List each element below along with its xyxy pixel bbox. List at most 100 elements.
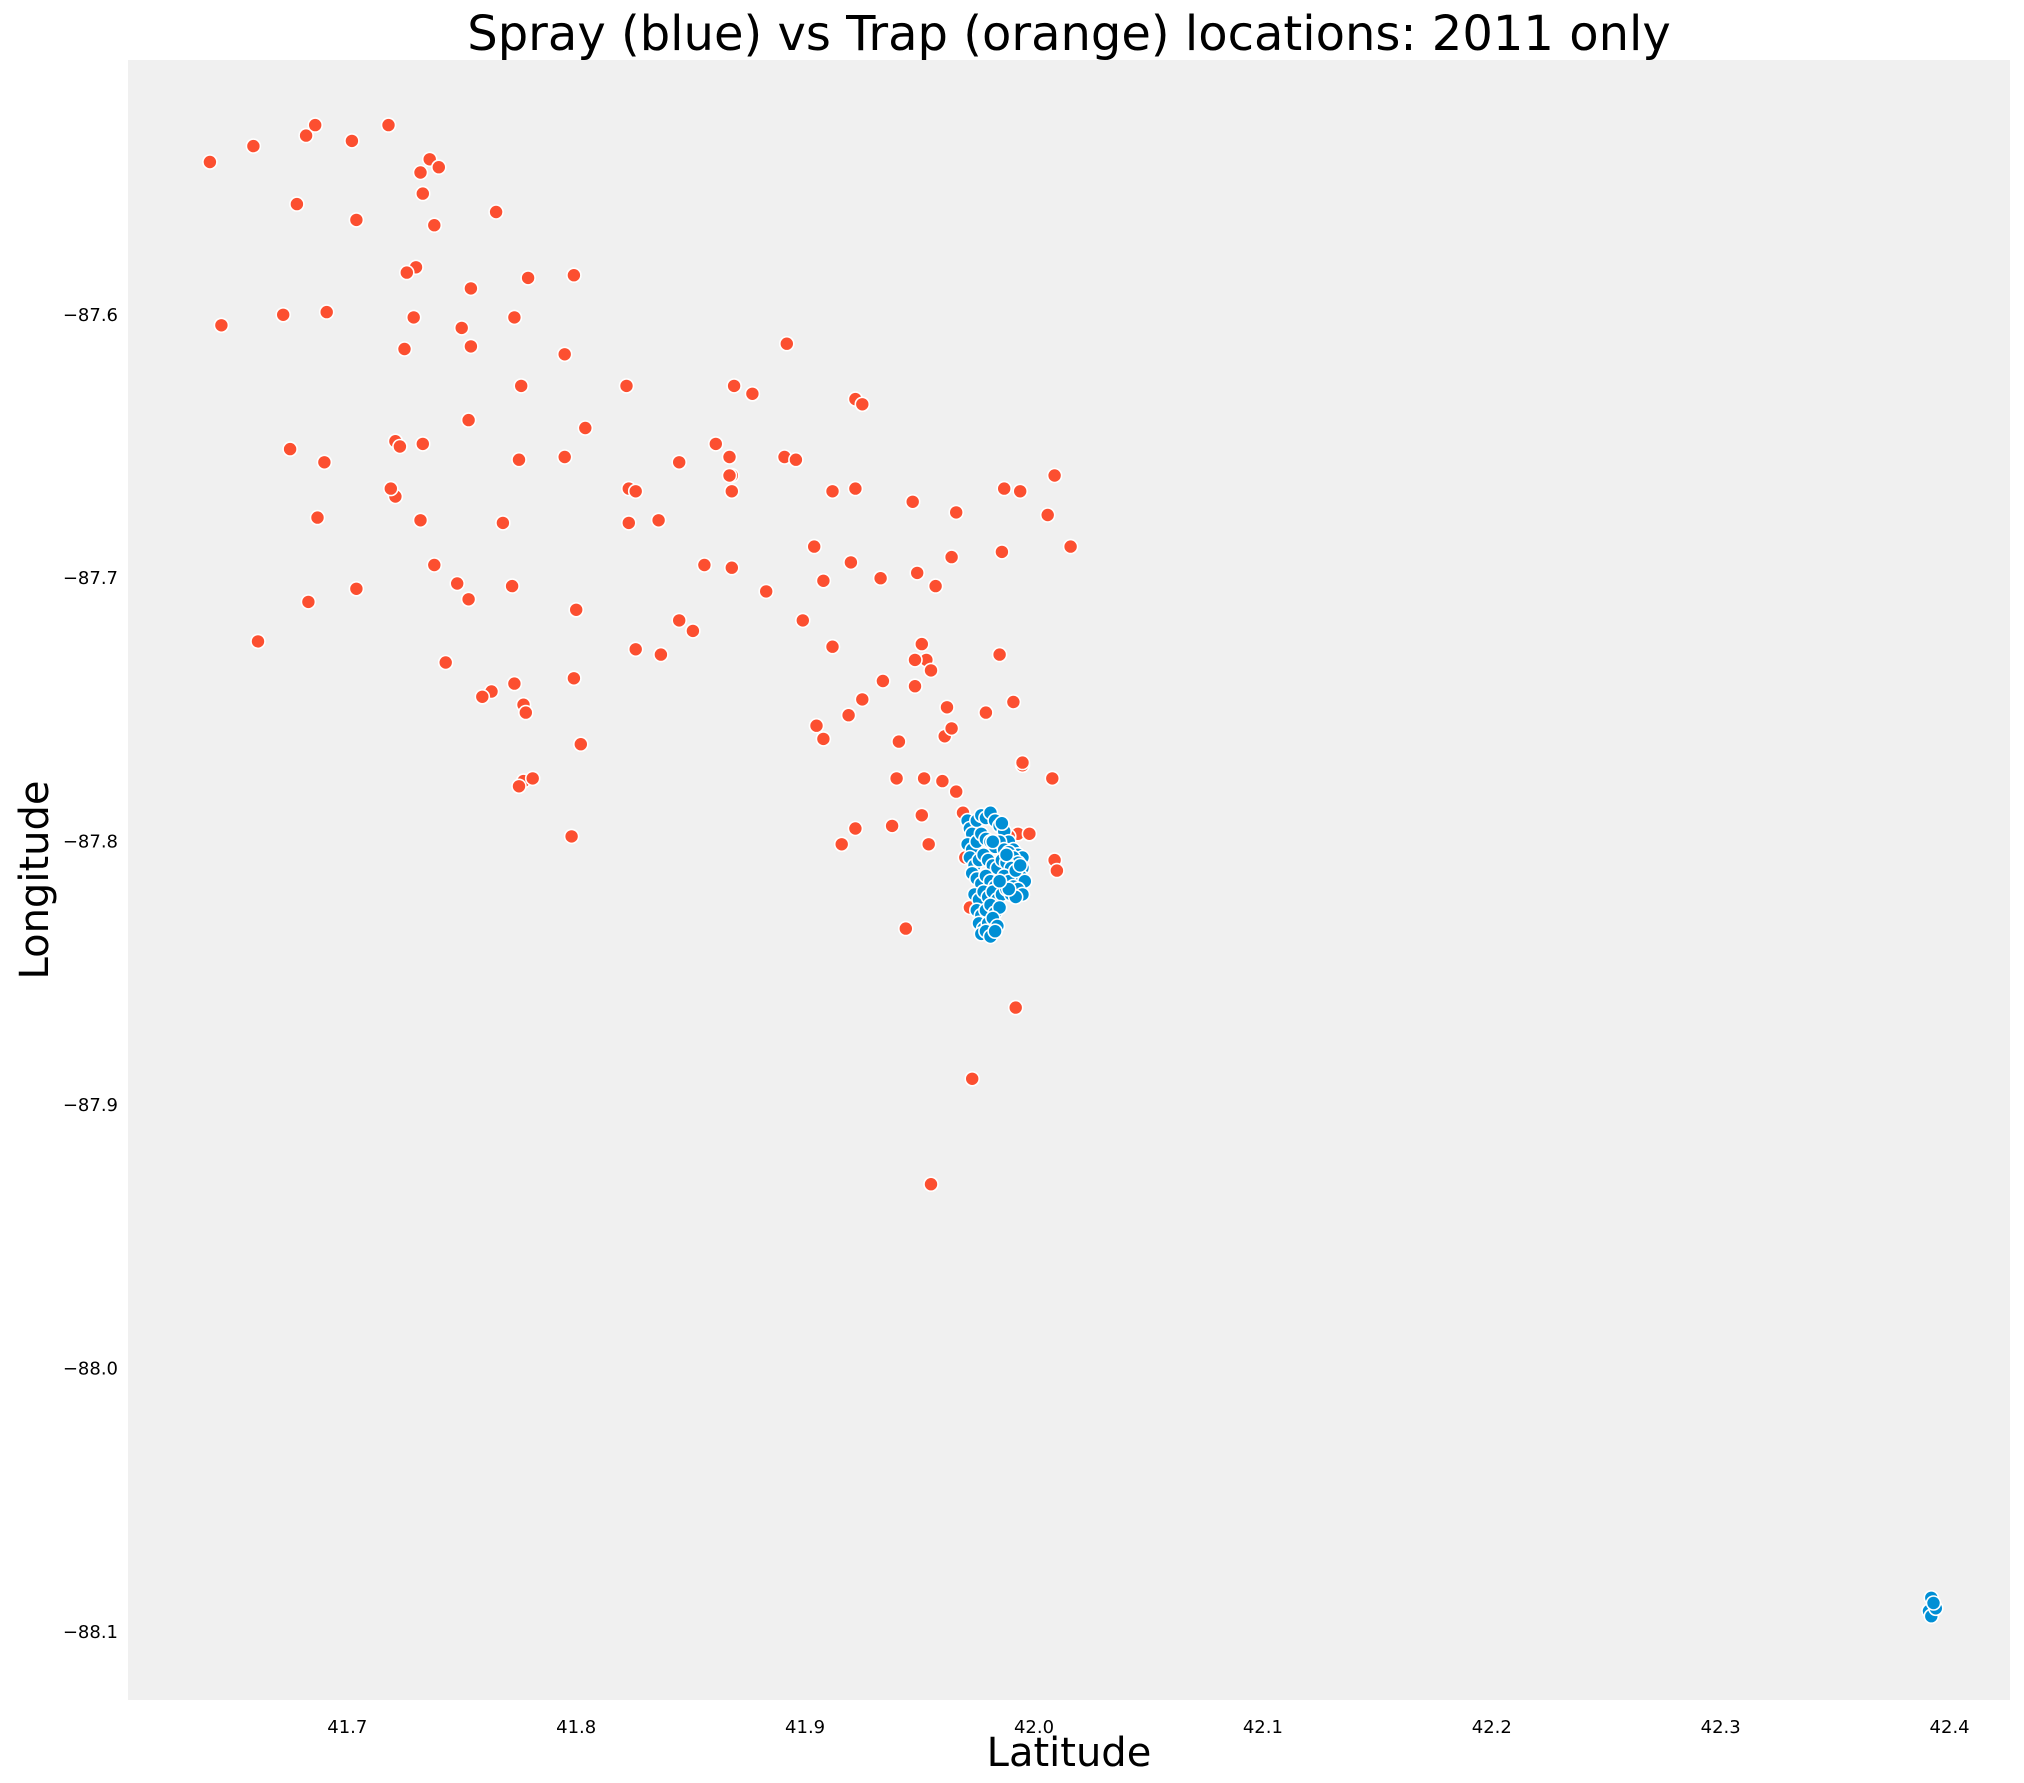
- trap-point: [520, 270, 536, 286]
- trap-point: [213, 317, 230, 334]
- trap-point: [788, 451, 804, 468]
- y-tick-label: −87.6: [63, 305, 118, 326]
- trap-point: [891, 733, 907, 750]
- trap-point: [1044, 770, 1061, 787]
- spray-point: [984, 833, 1001, 850]
- trap-point: [414, 185, 431, 202]
- trap-point: [453, 320, 470, 336]
- trap-point: [524, 770, 541, 787]
- x-tick-label: 41.9: [785, 1717, 825, 1738]
- trap-point: [506, 309, 523, 326]
- x-axis-label: Latitude: [987, 1730, 1152, 1776]
- trap-point: [888, 770, 905, 787]
- trap-point: [923, 662, 939, 679]
- trap-point: [513, 378, 530, 394]
- trap-point: [474, 688, 491, 705]
- trap-point: [568, 601, 585, 618]
- trap-point: [721, 449, 738, 465]
- trap-point: [504, 578, 520, 594]
- trap-point: [721, 467, 738, 484]
- trap-point: [245, 138, 262, 154]
- trap-point: [460, 412, 477, 428]
- trap-point: [412, 512, 429, 529]
- trap-point: [1046, 467, 1063, 484]
- trap-point: [726, 378, 742, 394]
- trap-point: [847, 820, 864, 837]
- trap-point: [398, 264, 415, 281]
- trap-point: [566, 670, 582, 687]
- trap-point: [511, 451, 527, 468]
- trap-point: [996, 480, 1013, 497]
- trap-point: [909, 565, 926, 581]
- trap-point: [627, 483, 644, 500]
- trap-point: [794, 612, 811, 629]
- trap-point: [875, 673, 891, 689]
- trap-point: [1021, 825, 1038, 842]
- spray-point: [994, 815, 1010, 832]
- trap-point: [250, 633, 266, 650]
- trap-point: [1039, 507, 1056, 523]
- trap-point: [1062, 538, 1079, 555]
- spray-point: [991, 873, 1008, 890]
- trap-point: [300, 594, 317, 610]
- trap-point: [840, 707, 857, 724]
- trap-point: [556, 346, 573, 363]
- trap-point: [696, 557, 713, 573]
- trap-point: [1012, 483, 1029, 500]
- trap-point: [307, 117, 324, 133]
- trap-point: [943, 549, 960, 565]
- trap-point: [348, 580, 365, 597]
- trap-point: [1005, 694, 1022, 710]
- trap-point: [449, 575, 466, 592]
- trap-point: [815, 731, 832, 747]
- trap-point: [627, 641, 644, 658]
- trap-point: [978, 704, 994, 721]
- trap-point: [572, 736, 589, 753]
- trap-point: [380, 117, 397, 133]
- trap-point: [744, 385, 761, 402]
- trap-point: [506, 675, 523, 692]
- spray-points: [959, 804, 1944, 1624]
- trap-point: [994, 544, 1010, 560]
- y-tick-label: −87.8: [63, 832, 118, 853]
- trap-point: [833, 836, 850, 853]
- trap-point: [934, 773, 951, 789]
- trap-point: [1049, 862, 1065, 879]
- trap-point: [463, 338, 479, 355]
- trap-point: [1014, 754, 1031, 771]
- trap-point: [872, 570, 889, 587]
- trap-point: [463, 280, 479, 297]
- trap-point: [414, 436, 431, 452]
- trap-point: [426, 557, 443, 573]
- trap-point: [405, 309, 422, 326]
- trap-point: [671, 612, 688, 629]
- x-tick-label: 41.8: [556, 1717, 596, 1738]
- trap-point: [460, 591, 477, 608]
- x-tick-label: 41.7: [327, 1717, 367, 1738]
- trap-point: [913, 636, 930, 652]
- trap-point: [907, 678, 923, 695]
- spray-point: [1012, 857, 1029, 874]
- x-axis-ticks: 41.7 41.8 41.9 42.0 42.1 42.2 42.3 42.4: [327, 1717, 1969, 1738]
- trap-point: [707, 436, 724, 452]
- trap-point: [495, 515, 511, 531]
- trap-point: [396, 341, 413, 357]
- trap-point: [618, 378, 635, 394]
- y-tick-label: −88.0: [63, 1359, 118, 1380]
- x-tick-label: 42.2: [1472, 1717, 1512, 1738]
- trap-point: [392, 438, 408, 455]
- y-axis-label: Longitude: [12, 781, 58, 980]
- trap-point: [815, 572, 832, 589]
- trap-point: [907, 652, 923, 668]
- plot-area: [128, 60, 2010, 1700]
- y-tick-label: −88.1: [63, 1622, 118, 1643]
- trap-point: [517, 704, 534, 721]
- trap-point: [275, 306, 292, 323]
- trap-point: [824, 638, 841, 655]
- trap-point: [556, 449, 573, 465]
- trap-point: [854, 396, 871, 413]
- trap-point: [806, 538, 823, 555]
- trap-point: [884, 818, 900, 834]
- trap-point: [916, 770, 932, 787]
